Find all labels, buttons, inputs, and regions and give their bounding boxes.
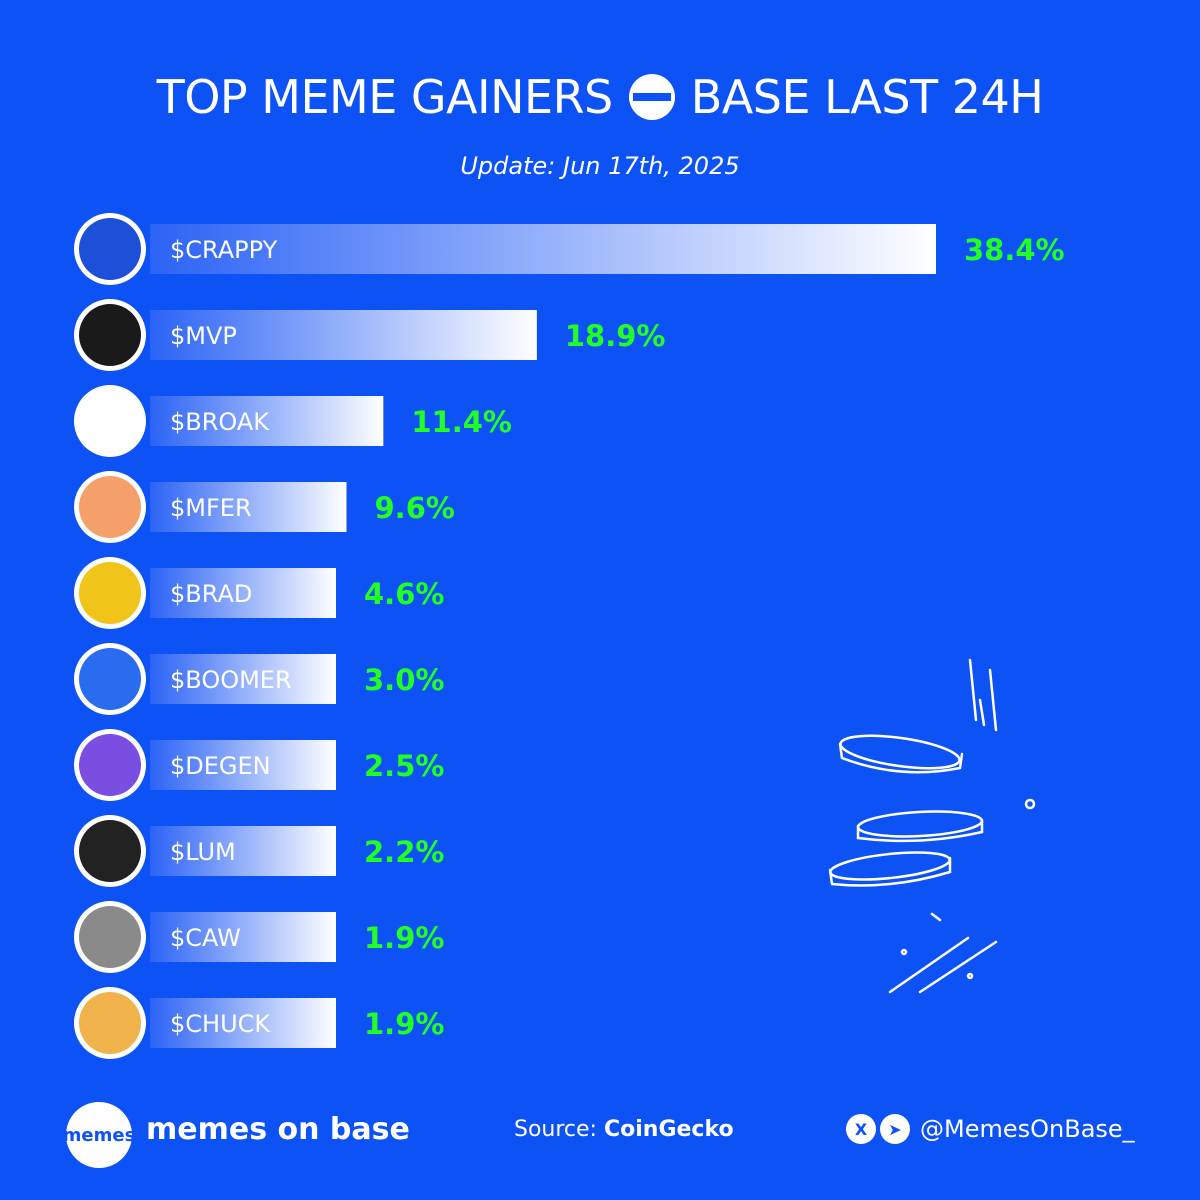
bar-value-1: 18.9% xyxy=(565,319,666,353)
bar-6 xyxy=(150,740,336,790)
source-credit: Source: CoinGecko xyxy=(514,1117,734,1142)
bar-7 xyxy=(150,826,336,876)
bar-8 xyxy=(150,912,336,962)
telegram-icon[interactable]: ➤ xyxy=(880,1114,910,1144)
top-hat-icon xyxy=(79,734,141,796)
bar-value-9: 1.9% xyxy=(364,1007,444,1041)
bar-label-3: $MFER xyxy=(170,494,252,522)
bar-label-4: $BRAD xyxy=(170,580,252,608)
x-icon[interactable]: X xyxy=(846,1114,876,1144)
bar-label-8: $CAW xyxy=(170,924,241,952)
source-label: Source: xyxy=(514,1117,597,1142)
bar-value-4: 4.6% xyxy=(364,577,444,611)
helmet-figure-icon xyxy=(79,304,141,366)
falling-coins-decoration xyxy=(828,658,1036,994)
dog-bandana-icon xyxy=(79,992,141,1054)
bar-label-5: $BOOMER xyxy=(170,666,292,694)
brand-name: memes on base xyxy=(146,1112,410,1147)
memes-logo: memes xyxy=(63,1102,135,1168)
sunglasses-man-icon xyxy=(79,648,141,710)
bar-label-2: $BROAK xyxy=(170,408,270,436)
bar-value-7: 2.2% xyxy=(364,835,444,869)
chart-title: TOP MEME GAINERS BASE LAST 24H xyxy=(0,70,1200,124)
bar-label-0: $CRAPPY xyxy=(170,236,278,264)
bar-value-5: 3.0% xyxy=(364,663,444,697)
update-date: Update: Jun 17th, 2025 xyxy=(460,152,740,180)
bar-label-6: $DEGEN xyxy=(170,752,271,780)
title-right: BASE LAST 24H xyxy=(690,70,1044,124)
headset-character-icon xyxy=(79,476,141,538)
bar-label-1: $MVP xyxy=(170,322,237,350)
source-name: CoinGecko xyxy=(603,1117,734,1142)
bar-value-6: 2.5% xyxy=(364,749,444,783)
bar-label-9: $CHUCK xyxy=(170,1010,271,1038)
blue-frog-icon xyxy=(79,390,141,452)
bar-9 xyxy=(150,998,336,1048)
bar-2 xyxy=(150,396,384,446)
bar-1 xyxy=(150,310,537,360)
bar-value-2: 11.4% xyxy=(411,405,512,439)
crow-icon xyxy=(79,906,141,968)
bar-value-0: 38.4% xyxy=(964,233,1065,267)
title-left: TOP MEME GAINERS xyxy=(156,70,614,124)
base-logo-icon xyxy=(628,74,675,120)
bar-value-3: 9.6% xyxy=(375,491,455,525)
bar-label-7: $LUM xyxy=(170,838,236,866)
bar-0 xyxy=(150,224,936,274)
bar-4 xyxy=(150,568,336,618)
bar-3 xyxy=(150,482,347,532)
swirl-orb-icon xyxy=(79,820,141,882)
bar-value-8: 1.9% xyxy=(364,921,444,955)
social-handle: @MemesOnBase_ xyxy=(920,1115,1135,1143)
ctl-blue-frog-icon xyxy=(79,218,141,280)
bar-5 xyxy=(150,654,336,704)
dog-icon xyxy=(79,562,141,624)
